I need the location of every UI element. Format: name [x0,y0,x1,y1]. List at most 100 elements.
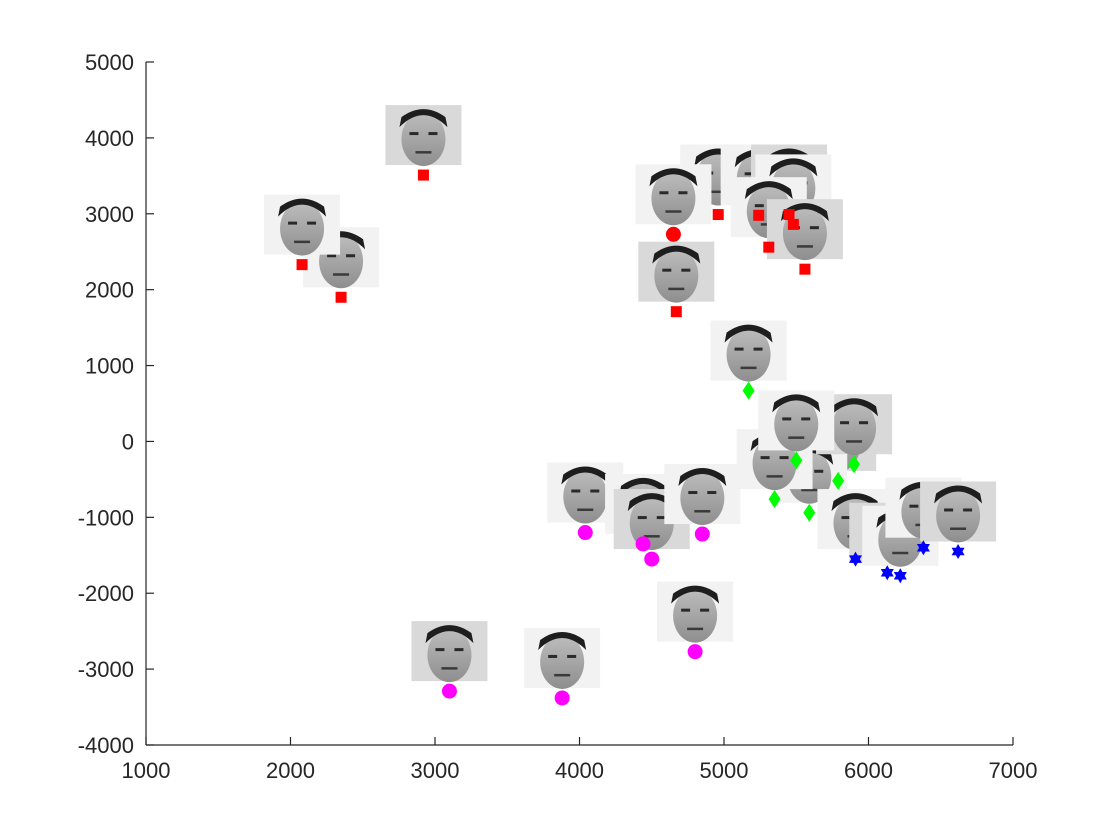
right-eye [859,421,869,425]
data-point [577,525,593,541]
data-point [951,543,965,559]
hair-shape [399,109,448,128]
hair-shape [561,466,610,485]
left-eye [688,491,698,495]
face-shape [280,201,325,256]
data-point [441,683,457,699]
hair-shape [831,493,880,512]
mouth [788,436,805,439]
left-eye [659,191,669,195]
face-shape [427,628,472,683]
face-shape [680,471,725,526]
data-point [417,169,429,181]
face-shape [629,496,674,551]
y-tick-label: 5000 [85,50,134,75]
left-eye [944,508,954,512]
hair-shape [772,394,821,413]
face-shape [401,112,446,167]
right-eye [346,254,356,258]
face-thumbnail [766,199,843,261]
face-shape [540,634,585,689]
face-thumbnail [385,105,462,167]
hair-shape [538,631,587,650]
left-eye [571,489,581,493]
right-eye [454,648,464,652]
mouth [740,366,757,370]
face-thumbnail [657,581,734,643]
mouth [694,510,711,513]
y-tick-label: 2000 [85,278,134,303]
y-tick-label: -3000 [78,657,134,682]
mouth [892,551,909,555]
axes: 1000 2000 3000 4000 5000 6000 7000 -4000 -3000 -2… [78,50,1038,783]
right-eye [567,654,577,658]
left-eye [734,347,744,351]
face-shape [832,401,877,456]
hair-shape [769,158,818,177]
mouth [577,508,594,512]
x-tick-label: 6000 [844,758,893,783]
left-eye [754,204,764,208]
data-point [799,263,811,275]
data-point [763,241,775,253]
data-point [848,455,861,474]
mouth [846,440,863,443]
right-eye [681,268,691,272]
left-eye [760,456,770,460]
face-thumbnails [264,105,997,689]
right-eye [428,132,438,136]
left-eye [681,608,691,612]
hair-shape [678,468,727,487]
face-thumbnail [524,627,601,689]
data-point [742,381,755,400]
mouth [441,667,458,670]
hair-shape [765,148,814,167]
x-tick-label: 3000 [411,758,460,783]
data-point [803,503,816,522]
left-eye [327,254,337,258]
data-point [712,209,724,221]
mouth [643,535,660,538]
y-tick-label: -4000 [78,733,134,758]
data-point [790,451,803,470]
data-point [554,690,570,706]
left-eye [409,132,419,136]
right-eye [809,226,819,230]
mouth [415,151,432,154]
data-point [687,644,703,660]
data-point [849,551,862,567]
face-thumbnail [710,320,787,382]
y-tick-label: -2000 [78,581,134,606]
data-point [783,209,795,221]
hair-shape [619,477,668,496]
right-eye [753,347,763,351]
right-eye [590,489,600,493]
hair-shape [744,181,793,200]
y-tick-label: 1000 [85,354,134,379]
y-tick-label: 4000 [85,126,134,151]
right-eye [707,491,717,495]
left-eye [744,172,754,176]
data-point [753,209,765,221]
data-point [768,490,781,509]
hair-shape [649,168,698,187]
right-eye [700,608,710,612]
face-thumbnail [920,481,997,543]
mouth [710,190,727,194]
data-point [893,568,907,584]
face-shape [774,397,819,452]
mouth [687,627,704,631]
mouth [554,673,571,677]
left-eye [909,504,919,508]
hair-shape [278,198,327,217]
right-eye [814,469,824,473]
left-eye [548,654,558,658]
hair-shape [830,398,879,417]
left-eye [840,421,850,425]
face-thumbnail [264,194,341,256]
left-eye [782,417,792,421]
face-thumbnail [758,390,835,452]
left-eye [841,516,851,520]
face-shape [654,248,699,303]
mouth [796,245,813,248]
